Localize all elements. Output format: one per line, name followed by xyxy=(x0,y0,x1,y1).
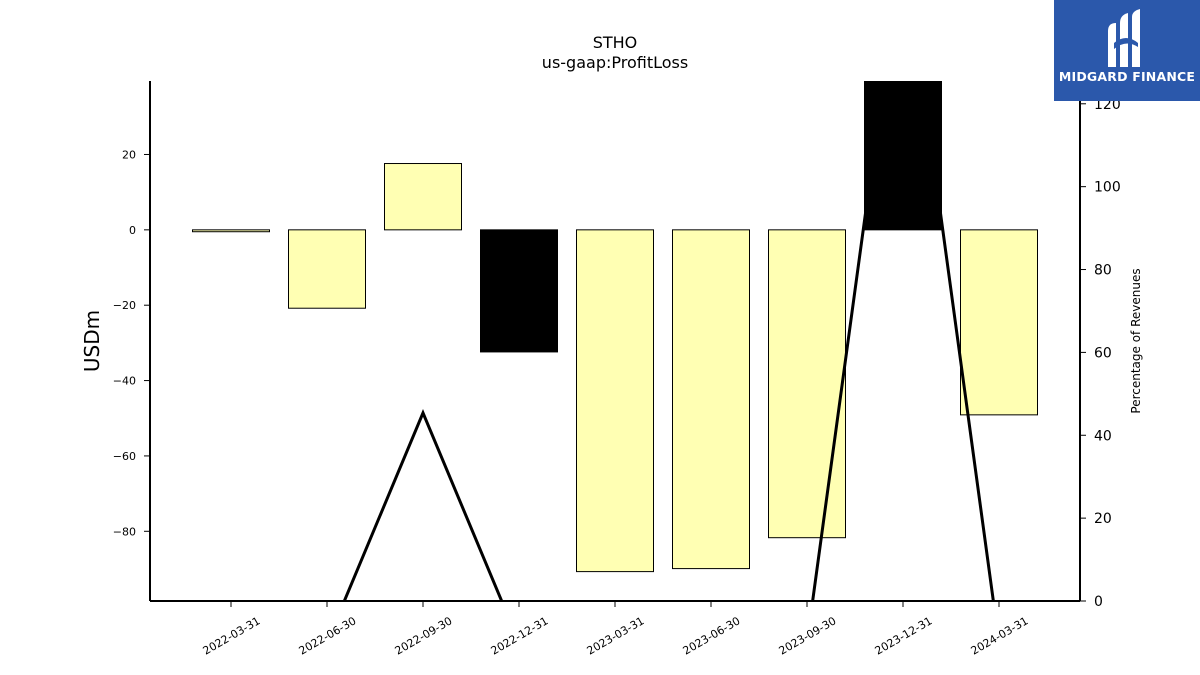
x-tick-label: 2023-06-30 xyxy=(681,614,743,657)
y-tick-label: −20 xyxy=(113,299,136,312)
line-series xyxy=(342,81,995,601)
y2-tick-label: 60 xyxy=(1094,345,1112,361)
y2-tick-label: 100 xyxy=(1094,180,1121,196)
x-ticks: 2022-03-31 2022-06-30 2022-09-30 2022-12-31… xyxy=(201,601,1031,658)
y-tick-label: −80 xyxy=(113,525,136,538)
midgard-logo-icon xyxy=(1108,9,1140,67)
y-tick-label: 20 xyxy=(122,148,136,161)
x-tick-label: 2022-12-31 xyxy=(489,614,551,657)
bar-2022-12-31 xyxy=(480,229,558,353)
bar-2022-03-31 xyxy=(192,229,270,233)
logo-text: MIDGARD FINANCE xyxy=(1058,69,1196,84)
y-tick-label: 0 xyxy=(129,224,136,237)
y2-tick-label: 20 xyxy=(1094,511,1112,527)
x-tick-label: 2023-03-31 xyxy=(585,614,647,657)
y2-tick-label: 0 xyxy=(1094,594,1103,610)
y2-axis-label: Percentage of Revenues xyxy=(1129,268,1143,413)
x-tick-label: 2022-03-31 xyxy=(201,614,263,657)
chart-title: STHO xyxy=(593,33,638,52)
y-ticks: 20 0 −20 −40 −60 −80 xyxy=(113,148,150,538)
brand-logo: MIDGARD FINANCE xyxy=(1054,0,1200,101)
y-tick-label: −40 xyxy=(113,375,136,388)
y2-tick-label: 40 xyxy=(1094,428,1112,444)
bar-2022-06-30 xyxy=(288,229,366,309)
x-tick-label: 2023-12-31 xyxy=(873,614,935,657)
y-axis-label: USDm xyxy=(80,310,104,372)
bar-2023-06-30 xyxy=(672,229,750,570)
bar-2023-03-31 xyxy=(576,229,654,573)
percentage-line xyxy=(342,81,995,601)
x-tick-label: 2022-06-30 xyxy=(297,614,359,657)
bar-2024-03-31 xyxy=(960,229,1038,416)
y-tick-label: −60 xyxy=(113,450,136,463)
bars xyxy=(192,81,1038,573)
bar-2023-12-31 xyxy=(864,81,942,231)
x-tick-label: 2022-09-30 xyxy=(393,614,455,657)
y2-tick-label: 80 xyxy=(1094,263,1112,279)
bar-2023-09-30 xyxy=(768,229,846,539)
chart-subtitle: us-gaap:ProfitLoss xyxy=(542,53,688,72)
x-tick-label: 2023-09-30 xyxy=(777,614,839,657)
bar-2022-09-30 xyxy=(384,163,462,231)
x-tick-label: 2024-03-31 xyxy=(969,614,1031,657)
